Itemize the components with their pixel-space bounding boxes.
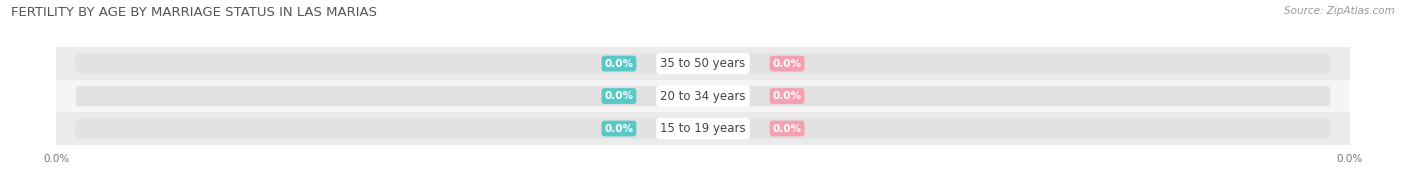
Text: 15 to 19 years: 15 to 19 years (661, 122, 745, 135)
Text: 0.0%: 0.0% (772, 123, 801, 133)
Text: 0.0%: 0.0% (605, 59, 634, 69)
Bar (56, 112, 1350, 145)
Text: 0.0%: 0.0% (772, 91, 801, 101)
Text: 20 to 34 years: 20 to 34 years (661, 90, 745, 103)
Text: FERTILITY BY AGE BY MARRIAGE STATUS IN LAS MARIAS: FERTILITY BY AGE BY MARRIAGE STATUS IN L… (11, 6, 377, 19)
Text: 0.0%: 0.0% (605, 123, 634, 133)
Text: 35 to 50 years: 35 to 50 years (661, 57, 745, 70)
Bar (56, 80, 1350, 112)
FancyBboxPatch shape (76, 86, 1330, 106)
FancyBboxPatch shape (76, 118, 1330, 139)
Text: 0.0%: 0.0% (772, 59, 801, 69)
FancyBboxPatch shape (76, 54, 1330, 74)
Bar (56, 47, 1350, 80)
Text: 0.0%: 0.0% (605, 91, 634, 101)
Text: Source: ZipAtlas.com: Source: ZipAtlas.com (1284, 6, 1395, 16)
